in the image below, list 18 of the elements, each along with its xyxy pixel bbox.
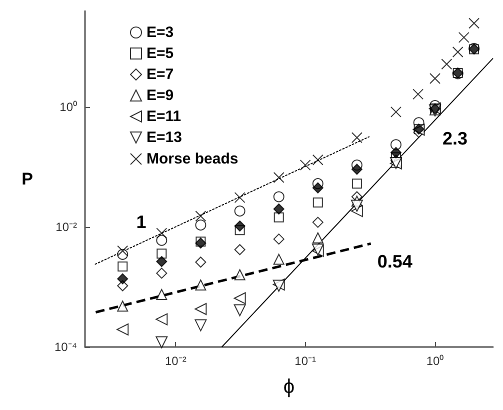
legend-label: E=5	[146, 45, 174, 62]
legend-label: E=11	[146, 108, 182, 125]
y-axis-title: P	[22, 170, 33, 188]
x-axis-title: ϕ	[283, 376, 295, 398]
legend-label: E=3	[146, 24, 174, 41]
annotation: 0.54	[377, 252, 412, 272]
y-tick-label: 10⁻⁴	[54, 340, 77, 354]
annotation: 1	[136, 212, 146, 232]
annotation: 2.3	[442, 128, 468, 148]
y-tick-label: 10⁻²	[56, 220, 78, 234]
x-tick-label: 10⁰	[426, 354, 444, 368]
legend-label: E=9	[146, 87, 174, 104]
legend-label: E=7	[146, 66, 174, 83]
y-tick-label: 10⁰	[60, 100, 77, 114]
legend-label: Morse beads	[146, 150, 238, 168]
legend-label: E=13	[146, 129, 182, 146]
x-tick-label: 10⁻¹	[294, 354, 316, 368]
x-tick-label: 10⁻²	[164, 354, 186, 368]
